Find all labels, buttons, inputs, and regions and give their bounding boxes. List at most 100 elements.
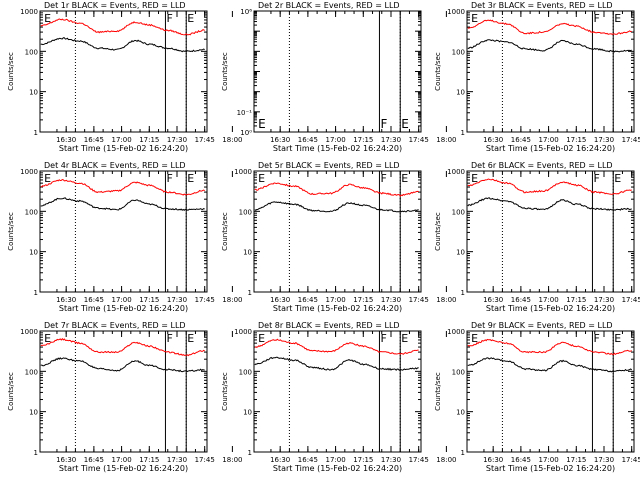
x-tick-label: 17:45 — [622, 296, 640, 304]
series-events-line — [467, 39, 632, 53]
y-tick-label: 1000 — [447, 328, 465, 336]
y-tick-label: 1000 — [20, 8, 38, 16]
plot-frame — [253, 10, 422, 133]
y-tick-label: 100 — [25, 208, 38, 216]
x-tick-label: 16:30 — [56, 456, 76, 464]
series-events-line — [40, 37, 205, 53]
y-tick-label: 100 — [25, 368, 38, 376]
x-axis-label: Start Time (15-Feb-02 16:24:20) — [486, 144, 615, 153]
flag-label: F — [380, 172, 386, 185]
x-tick-label: 17:15 — [566, 296, 586, 304]
detector-panel-8: Det 8r BLACK = Events, RED = LLD Counts/s… — [221, 321, 456, 473]
plot-frame — [466, 10, 635, 133]
flag-label: E — [258, 172, 265, 185]
x-tick-label: 18:00 — [436, 136, 456, 144]
flag-label: E — [614, 12, 621, 25]
plot-frame — [253, 170, 422, 293]
x-axis-label: Start Time (15-Feb-02 16:24:20) — [486, 304, 615, 313]
x-axis-label: Start Time (15-Feb-02 16:24:20) — [273, 304, 402, 313]
y-tick-label: 100 — [452, 368, 465, 376]
series-lld-line — [467, 178, 632, 195]
panel-title: Det 4r BLACK = Events, RED = LLD — [44, 161, 186, 170]
series-events-line — [40, 357, 205, 373]
x-axis-label: Start Time (15-Feb-02 16:24:20) — [59, 304, 188, 313]
x-axis-label: Start Time (15-Feb-02 16:24:20) — [273, 144, 402, 153]
y-tick-label: 1 — [461, 449, 465, 457]
detector-panel-2: Det 2r BLACK = Events, RED = LLD Counts/s… — [221, 1, 456, 153]
x-tick-label: 17:15 — [139, 456, 159, 464]
detector-panel-1: Det 1r BLACK = Events, RED = LLD Counts/s… — [7, 1, 242, 153]
x-tick-label: 16:30 — [56, 136, 76, 144]
x-tick-label: 17:00 — [325, 296, 345, 304]
series-lld-line — [467, 338, 632, 356]
y-tick-label: 10 — [456, 409, 465, 417]
y-tick-label: 100 — [239, 208, 252, 216]
x-tick-label: 17:00 — [111, 136, 131, 144]
y-tick-label: 1000 — [447, 168, 465, 176]
series-lld-line — [254, 182, 419, 197]
detector-panel-6: Det 6r BLACK = Events, RED = LLD Counts/s… — [434, 161, 640, 313]
x-tick-label: 17:30 — [167, 296, 187, 304]
y-tick-label: 10 — [243, 249, 252, 257]
x-tick-label: 17:15 — [566, 136, 586, 144]
y-axis-label: Counts/sec — [221, 372, 229, 411]
x-tick-label: 17:45 — [409, 136, 429, 144]
y-tick-label: 1 — [34, 449, 38, 457]
x-tick-label: 17:00 — [111, 456, 131, 464]
flag-label: E — [187, 12, 194, 25]
x-tick-label: 16:45 — [298, 456, 318, 464]
series-events-line — [254, 356, 419, 371]
plot-frame — [466, 330, 635, 453]
y-tick-label: 1000 — [447, 8, 465, 16]
detector-panel-5: Det 5r BLACK = Events, RED = LLD Counts/s… — [221, 161, 456, 313]
flag-label: E — [471, 172, 478, 185]
series-lld-line — [254, 338, 419, 355]
y-tick-label: 1000 — [234, 168, 252, 176]
x-tick-label: 16:30 — [270, 136, 290, 144]
flag-label: E — [401, 332, 408, 345]
y-axis-label: Counts/sec — [221, 212, 229, 251]
flag-label: E — [471, 12, 478, 25]
x-axis-label: Start Time (15-Feb-02 16:24:20) — [486, 464, 615, 473]
x-tick-label: 17:30 — [167, 456, 187, 464]
y-tick-label: 100 — [239, 368, 252, 376]
series-lld-line — [40, 178, 205, 196]
x-tick-label: 17:30 — [594, 136, 614, 144]
x-tick-label: 17:45 — [409, 456, 429, 464]
detector-panel-4: Det 4r BLACK = Events, RED = LLD Counts/s… — [7, 161, 242, 313]
y-tick-label: 10⁻¹ — [237, 109, 253, 117]
y-tick-label: 1 — [34, 129, 38, 137]
x-tick-label: 17:45 — [195, 456, 215, 464]
y-tick-label: 1 — [248, 289, 252, 297]
x-tick-label: 18:00 — [222, 136, 242, 144]
x-tick-label: 17:00 — [538, 296, 558, 304]
x-tick-label: 16:30 — [270, 296, 290, 304]
x-tick-label: 16:30 — [56, 296, 76, 304]
x-tick-label: 16:45 — [84, 456, 104, 464]
flag-label: E — [401, 117, 409, 131]
y-axis-label: Counts/sec — [434, 372, 442, 411]
y-tick-label: 100 — [452, 208, 465, 216]
x-tick-label: 17:30 — [381, 456, 401, 464]
panel-title: Det 7r BLACK = Events, RED = LLD — [44, 321, 186, 330]
flag-label: E — [44, 172, 51, 185]
y-axis-label: Counts/sec — [221, 52, 229, 91]
y-axis-label: Counts/sec — [7, 52, 15, 91]
x-tick-label: 16:45 — [511, 136, 531, 144]
flag-label: F — [593, 332, 599, 345]
series-lld-line — [467, 19, 632, 35]
y-tick-label: 10⁰ — [240, 129, 252, 137]
x-tick-label: 17:45 — [622, 136, 640, 144]
x-tick-label: 16:45 — [298, 136, 318, 144]
x-axis-label: Start Time (15-Feb-02 16:24:20) — [59, 144, 188, 153]
x-tick-label: 18:00 — [436, 456, 456, 464]
flag-label: F — [380, 117, 387, 131]
y-tick-label: 10 — [29, 89, 38, 97]
x-tick-label: 17:45 — [622, 456, 640, 464]
flag-label: E — [401, 172, 408, 185]
y-tick-label: 100 — [25, 48, 38, 56]
y-axis-label: Counts/sec — [434, 212, 442, 251]
x-tick-label: 17:45 — [409, 296, 429, 304]
